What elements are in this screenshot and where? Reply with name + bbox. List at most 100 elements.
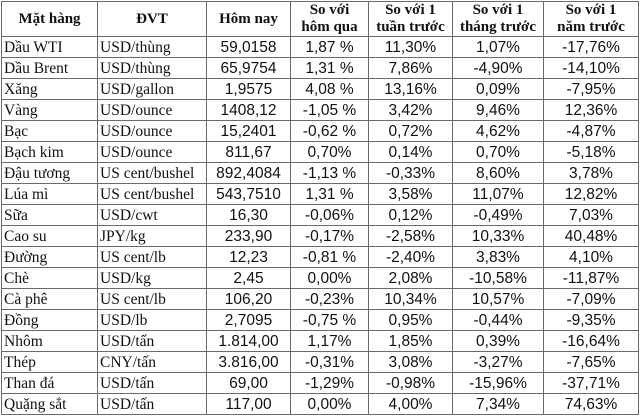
change-vs-month: 10,33% [452, 225, 544, 247]
change-vs-week: -0,33% [368, 162, 453, 184]
table-row: Dầu Brent USD/thùng 65,9754 1,31 % 7,86% -4,9… [1, 57, 639, 79]
header-label-line: ĐVT [136, 10, 168, 27]
change-vs-year: -14,10% [543, 57, 639, 79]
commodity-name: Đậu tương [1, 162, 98, 184]
commodity-name: Xăng [1, 78, 98, 100]
change-vs-week: -2,58% [368, 225, 453, 247]
table-row: Than đá USD/tấn 69,00 -1,29% -0,98% -15,96% -3… [1, 372, 639, 394]
change-vs-week: 0,12% [368, 204, 453, 226]
table-row: Quặng sắt USD/tấn 117,00 0,00% 4,00% 7,34% 74,… [1, 393, 639, 415]
change-vs-yesterday: -0,23% [290, 288, 369, 310]
change-vs-month: 0,70% [452, 141, 544, 163]
header-commodity: Mặt hàng [1, 1, 98, 37]
header-label-line: So với 1 [472, 2, 524, 19]
commodity-name: Dầu Brent [1, 57, 98, 79]
table-row: Lúa mì US cent/bushel 543,7510 1,31 % 3,58% 1… [1, 183, 639, 205]
change-vs-week: 11,30% [368, 36, 453, 58]
table-body: Dầu WTI USD/thùng 59,0158 1,87 % 11,30% 1,07%… [1, 36, 639, 415]
commodity-name: Quặng sắt [1, 393, 98, 415]
unit-of-measure: USD/ounce [97, 120, 207, 142]
header-vs-yesterday: So với hôm qua [290, 1, 369, 37]
change-vs-week: 0,14% [368, 141, 453, 163]
change-vs-week: 10,34% [368, 288, 453, 310]
price-today: 1408,12 [206, 99, 291, 121]
table-row: Cà phê US cent/lb 106,20 -0,23% 10,34% 10,57%… [1, 288, 639, 310]
commodity-name: Cao su [1, 225, 98, 247]
unit-of-measure: US cent/bushel [97, 162, 207, 184]
change-vs-year: 12,36% [543, 99, 639, 121]
commodity-name: Sữa [1, 204, 98, 226]
unit-of-measure: USD/tấn [97, 330, 207, 352]
table-row: Vàng USD/ounce 1408,12 -1,05 % 3,42% 9,46% 12,… [1, 99, 639, 121]
price-today: 106,20 [206, 288, 291, 310]
change-vs-year: 7,03% [543, 204, 639, 226]
change-vs-month: 4,62% [452, 120, 544, 142]
commodity-name: Chè [1, 267, 98, 289]
change-vs-yesterday: 1,87 % [290, 36, 369, 58]
commodity-name: Cà phê [1, 288, 98, 310]
change-vs-month: -10,58% [452, 267, 544, 289]
unit-of-measure: USD/ounce [97, 99, 207, 121]
change-vs-year: 40,48% [543, 225, 639, 247]
change-vs-year: 3,78% [543, 162, 639, 184]
commodity-name: Thép [1, 351, 98, 373]
price-today: 811,67 [206, 141, 291, 163]
change-vs-yesterday: 1,31 % [290, 183, 369, 205]
change-vs-week: 13,16% [368, 78, 453, 100]
header-vs-week: So với 1 tuần trước [368, 1, 453, 37]
price-today: 3.816,00 [206, 351, 291, 373]
table-row: Chè USD/kg 2,45 0,00% 2,08% -10,58% -11,87% [1, 267, 639, 289]
change-vs-yesterday: 1,31 % [290, 57, 369, 79]
change-vs-yesterday: -1,29% [290, 372, 369, 394]
change-vs-yesterday: -0,62 % [290, 120, 369, 142]
change-vs-week: 2,08% [368, 267, 453, 289]
change-vs-month: -0,49% [452, 204, 544, 226]
change-vs-week: 3,42% [368, 99, 453, 121]
header-label-line: Mặt hàng [18, 10, 81, 27]
unit-of-measure: USD/thùng [97, 57, 207, 79]
header-label-line: tuần trước [376, 19, 445, 35]
change-vs-year: -5,18% [543, 141, 639, 163]
header-label-line: tháng trước [459, 19, 537, 35]
commodity-name: Đồng [1, 309, 98, 331]
table-row: Xăng USD/gallon 1,9575 4,08 % 13,16% 0,09% -7,… [1, 78, 639, 100]
change-vs-yesterday: -0,06% [290, 204, 369, 226]
price-today: 892,4084 [206, 162, 291, 184]
commodity-name: Đường [1, 246, 98, 268]
change-vs-year: -7,09% [543, 288, 639, 310]
price-today: 233,90 [206, 225, 291, 247]
header-today: Hôm nay [206, 1, 291, 37]
change-vs-month: 7,34% [452, 393, 544, 415]
price-today: 117,00 [206, 393, 291, 415]
unit-of-measure: USD/ounce [97, 141, 207, 163]
unit-of-measure: US cent/lb [97, 288, 207, 310]
table-row: Dầu WTI USD/thùng 59,0158 1,87 % 11,30% 1,07%… [1, 36, 639, 58]
unit-of-measure: USD/cwt [97, 204, 207, 226]
commodity-name: Bạc [1, 120, 98, 142]
unit-of-measure: USD/gallon [97, 78, 207, 100]
unit-of-measure: USD/kg [97, 267, 207, 289]
unit-of-measure: CNY/tấn [97, 351, 207, 373]
change-vs-year: -7,95% [543, 78, 639, 100]
header-label-line: năm trước [557, 19, 625, 35]
change-vs-yesterday: 0,00% [290, 267, 369, 289]
change-vs-week: -2,40% [368, 246, 453, 268]
change-vs-month: 8,60% [452, 162, 544, 184]
change-vs-yesterday: 1,17% [290, 330, 369, 352]
unit-of-measure: USD/tấn [97, 372, 207, 394]
table-row: Bạch kim USD/ounce 811,67 0,70% 0,14% 0,70% -5… [1, 141, 639, 163]
change-vs-yesterday: -0,75 % [290, 309, 369, 331]
change-vs-yesterday: -1,05 % [290, 99, 369, 121]
unit-of-measure: USD/tấn [97, 393, 207, 415]
commodity-name: Vàng [1, 99, 98, 121]
table-row: Đường US cent/lb 12,23 -0,81 % -2,40% 3,83% 4,… [1, 246, 639, 268]
price-today: 2,7095 [206, 309, 291, 331]
price-today: 59,0158 [206, 36, 291, 58]
unit-of-measure: US cent/bushel [97, 183, 207, 205]
change-vs-month: 0,09% [452, 78, 544, 100]
change-vs-year: -16,64% [543, 330, 639, 352]
change-vs-month: -3,27% [452, 351, 544, 373]
